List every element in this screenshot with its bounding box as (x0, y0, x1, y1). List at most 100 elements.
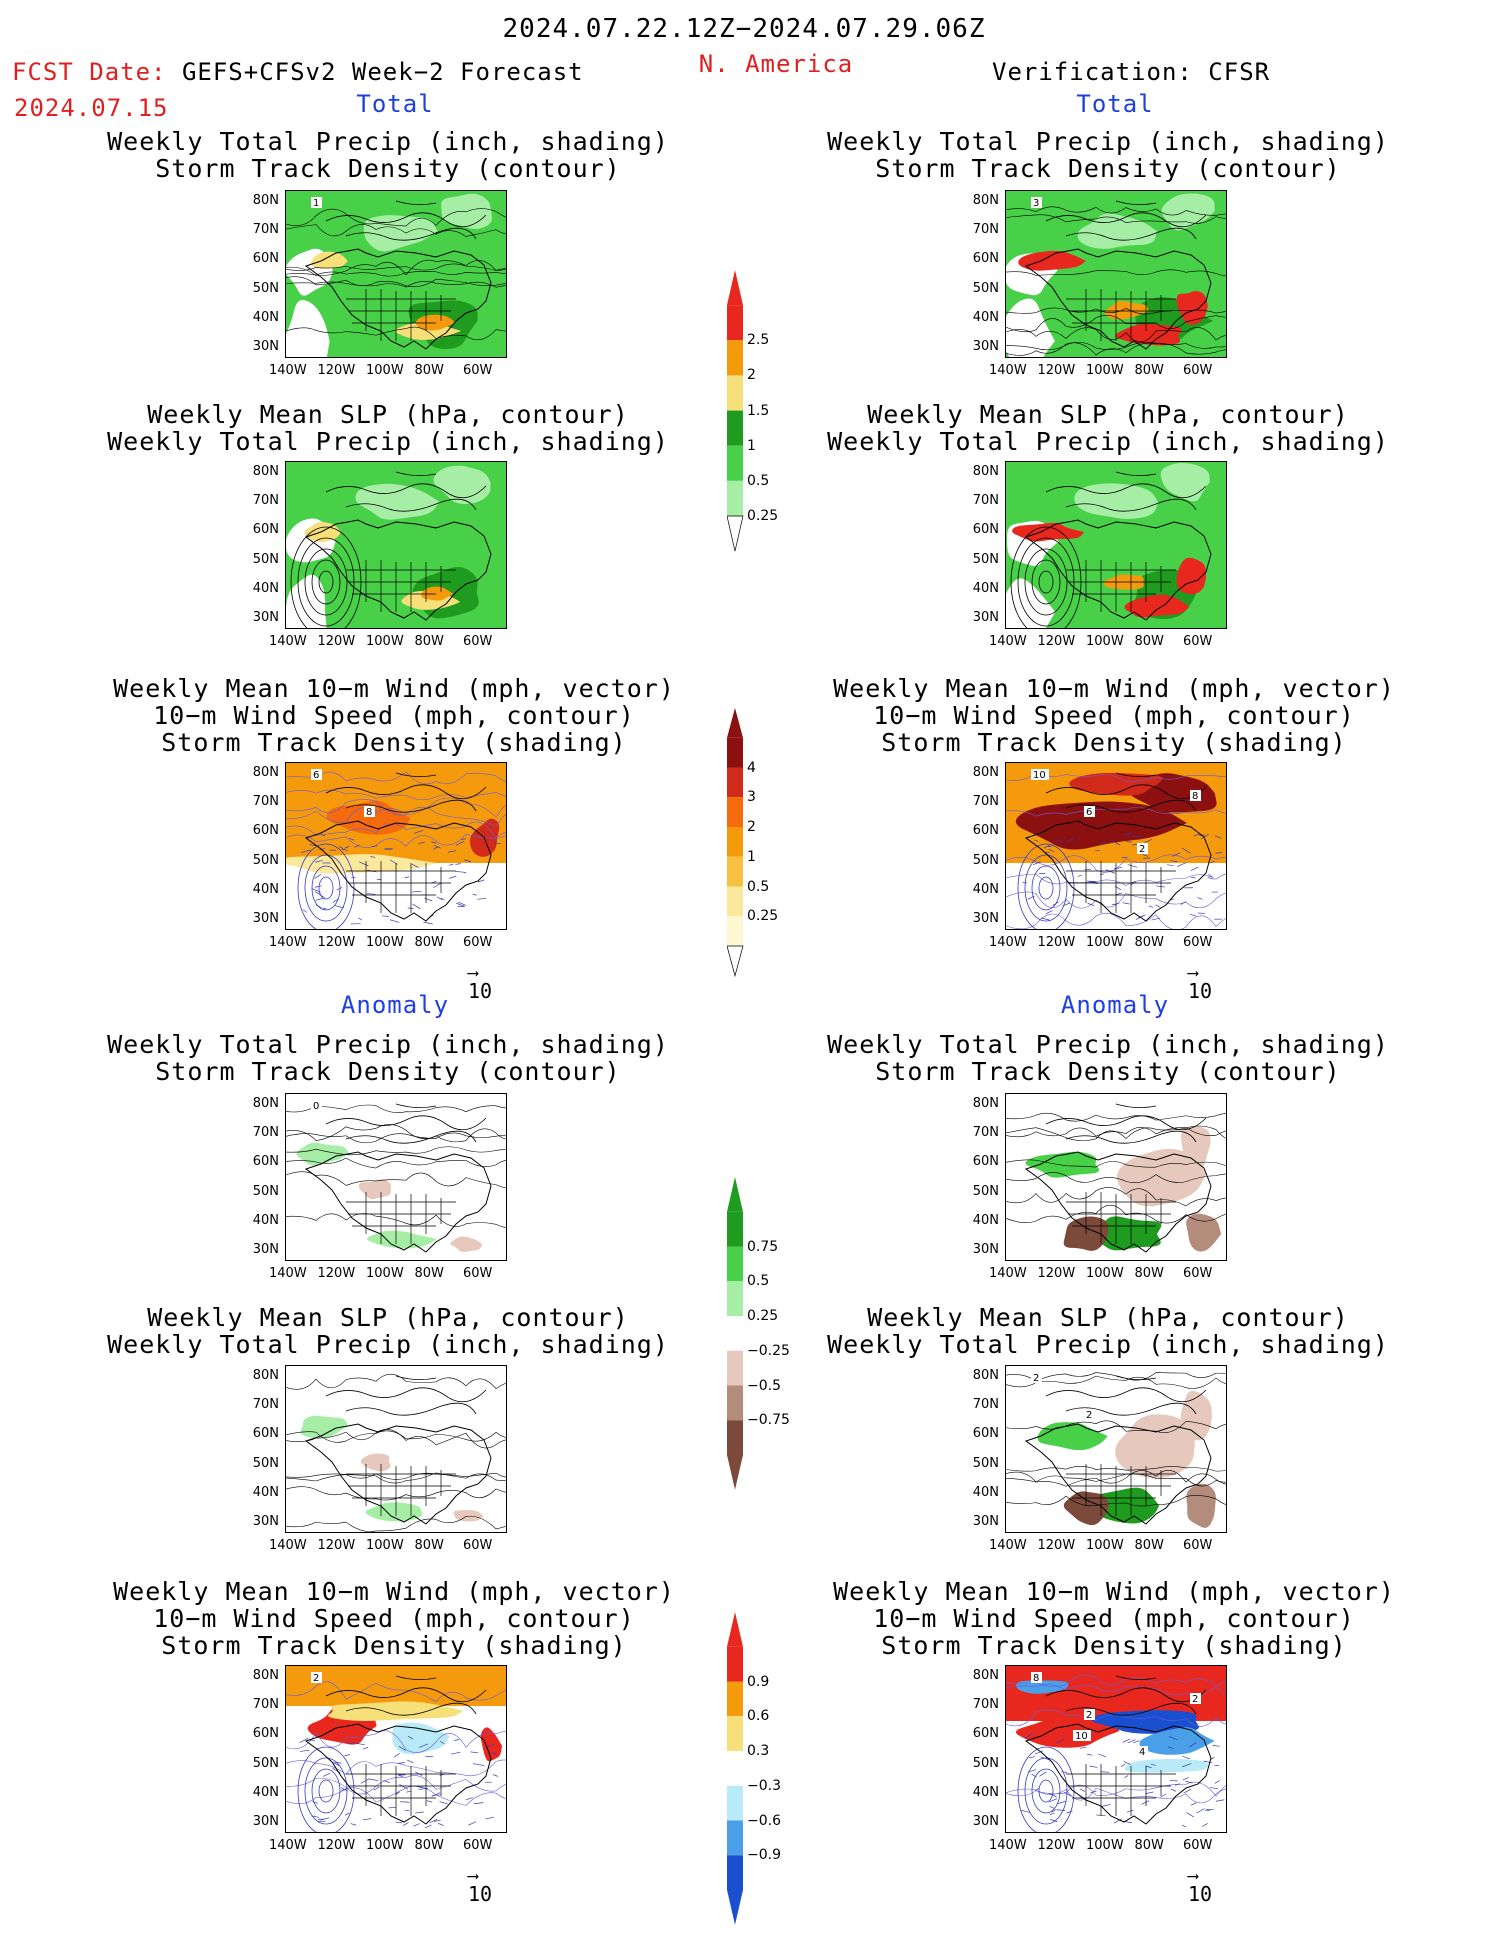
lon-label: 60W (1183, 363, 1212, 378)
svg-text:2: 2 (1086, 1410, 1092, 1421)
lat-label: 60N (967, 1726, 999, 1741)
colorbar-swatch (727, 887, 743, 917)
colorbar-track-total (727, 708, 787, 990)
lat-label: 70N (247, 222, 279, 237)
lat-label: 60N (967, 1426, 999, 1441)
svg-text:10: 10 (1075, 1731, 1088, 1742)
lat-label: 30N (247, 339, 279, 354)
colorbar-tick-label: 2.5 (747, 332, 769, 348)
lon-label: 140W (269, 1838, 307, 1853)
lat-label: 70N (967, 1125, 999, 1140)
contour-label: 2 (1084, 1709, 1095, 1721)
title-line-1: Weekly Total Precip (inch, shading) (107, 128, 669, 155)
section-total-left: Total (356, 92, 433, 116)
vector-ref-arrow-icon: ⟶ (468, 1870, 492, 1882)
title-line-1: Weekly Mean 10−m Wind (mph, vector) (113, 1578, 675, 1605)
colorbar-swatch (727, 1786, 743, 1821)
lat-label: 70N (967, 222, 999, 237)
lat-label: 40N (967, 1485, 999, 1500)
contour-label: 1 (311, 197, 322, 209)
fcst-date-label: FCST Date: (12, 58, 182, 86)
colorbar-tick-label: 1.5 (747, 403, 769, 419)
contour-label: 2 (1137, 843, 1148, 855)
lat-label: 30N (247, 1814, 279, 1829)
title-line-2: Weekly Total Precip (inch, shading) (827, 428, 1389, 455)
vector-ref-fc-anom: ⟶10 (468, 1870, 492, 1906)
colorbar-swatch (727, 1351, 743, 1386)
lon-label: 100W (366, 1266, 404, 1281)
lat-label: 30N (967, 610, 999, 625)
contour-label: 2 (1084, 1409, 1095, 1421)
title-line-2: Storm Track Density (contour) (827, 155, 1389, 182)
lat-label: 80N (247, 1668, 279, 1683)
lat-label: 30N (247, 1514, 279, 1529)
colorbar-tick-label: 0.5 (747, 473, 769, 489)
colorbar-tick-label: −0.6 (747, 1813, 781, 1829)
lat-label: 70N (247, 1697, 279, 1712)
lon-label: 100W (366, 363, 404, 378)
lat-label: 40N (967, 1213, 999, 1228)
lon-label: 80W (415, 1266, 444, 1281)
colorbar-tick-label: 4 (747, 760, 756, 776)
colorbar-swatch (727, 857, 743, 887)
colorbar-top-arrow (727, 270, 743, 305)
title-line-3: Storm Track Density (shading) (113, 729, 675, 756)
colorbar-swatch (727, 1821, 743, 1856)
section-anomaly-right: Anomaly (1061, 993, 1169, 1017)
lon-label: 120W (1038, 634, 1076, 649)
colorbar-swatch (727, 1716, 743, 1751)
title-fc-total-wind: Weekly Mean 10−m Wind (mph, vector) 10−m… (113, 675, 675, 756)
title-line-1: Weekly Mean SLP (hPa, contour) (827, 1304, 1389, 1331)
lat-label: 60N (967, 823, 999, 838)
colorbar-swatch (727, 797, 743, 827)
lon-label: 60W (463, 1538, 492, 1553)
lon-label: 80W (415, 935, 444, 950)
svg-text:1: 1 (313, 198, 319, 209)
colorbar-top-arrow (727, 1612, 743, 1647)
lat-label: 60N (247, 251, 279, 266)
contour-label: 2 (311, 1672, 322, 1684)
lat-label: 60N (967, 1154, 999, 1169)
date-range-title: 2024.07.22.12Z−2024.07.29.06Z (503, 16, 986, 42)
svg-text:8: 8 (366, 807, 372, 818)
vector-ref-arrow-icon: ⟶ (1188, 1870, 1212, 1882)
colorbar-bottom-arrow (727, 1890, 743, 1925)
lon-label: 100W (366, 935, 404, 950)
lon-label: 100W (1086, 1266, 1124, 1281)
lon-label: 100W (1086, 935, 1124, 950)
title-line-1: Weekly Mean SLP (hPa, contour) (827, 401, 1389, 428)
lat-label: 70N (967, 1697, 999, 1712)
colorbar-precip-anom (727, 1177, 787, 1499)
region-label: N. America (699, 52, 854, 76)
contour-label: 3 (1031, 197, 1042, 209)
colorbar-swatch (727, 305, 743, 340)
lon-label: 140W (989, 634, 1027, 649)
title-obs-total-slp: Weekly Mean SLP (hPa, contour) Weekly To… (827, 401, 1389, 455)
lat-label: 40N (247, 581, 279, 596)
lat-label: 80N (967, 1668, 999, 1683)
svg-text:2: 2 (1086, 1710, 1092, 1721)
section-total-right: Total (1076, 92, 1153, 116)
lon-label: 100W (366, 634, 404, 649)
map-obs-anom-precip (1005, 1093, 1227, 1261)
lat-label: 80N (967, 1096, 999, 1111)
title-line-1: Weekly Mean 10−m Wind (mph, vector) (833, 1578, 1395, 1605)
lon-label: 100W (1086, 1838, 1124, 1853)
colorbar-tick-label: 0.5 (747, 1273, 769, 1289)
lon-label: 80W (1135, 1838, 1164, 1853)
colorbar-tick-label: 3 (747, 789, 756, 805)
map-fc-anom-wind: 2 (285, 1665, 507, 1833)
lon-label: 80W (1135, 634, 1164, 649)
fcst-date-line: FCST Date: GEFS+CFSv2 Week−2 Forecast (12, 60, 584, 84)
lon-label: 60W (463, 363, 492, 378)
lat-label: 50N (967, 281, 999, 296)
colorbar-tick-label: 1 (747, 438, 756, 454)
lon-label: 120W (1038, 1838, 1076, 1853)
lat-label: 50N (247, 281, 279, 296)
lon-label: 120W (318, 634, 356, 649)
colorbar-swatch (727, 411, 743, 446)
svg-text:6: 6 (1086, 807, 1092, 818)
svg-text:4: 4 (1139, 1747, 1145, 1758)
lon-label: 60W (463, 634, 492, 649)
colorbar-tick-label: 0.25 (747, 508, 778, 524)
